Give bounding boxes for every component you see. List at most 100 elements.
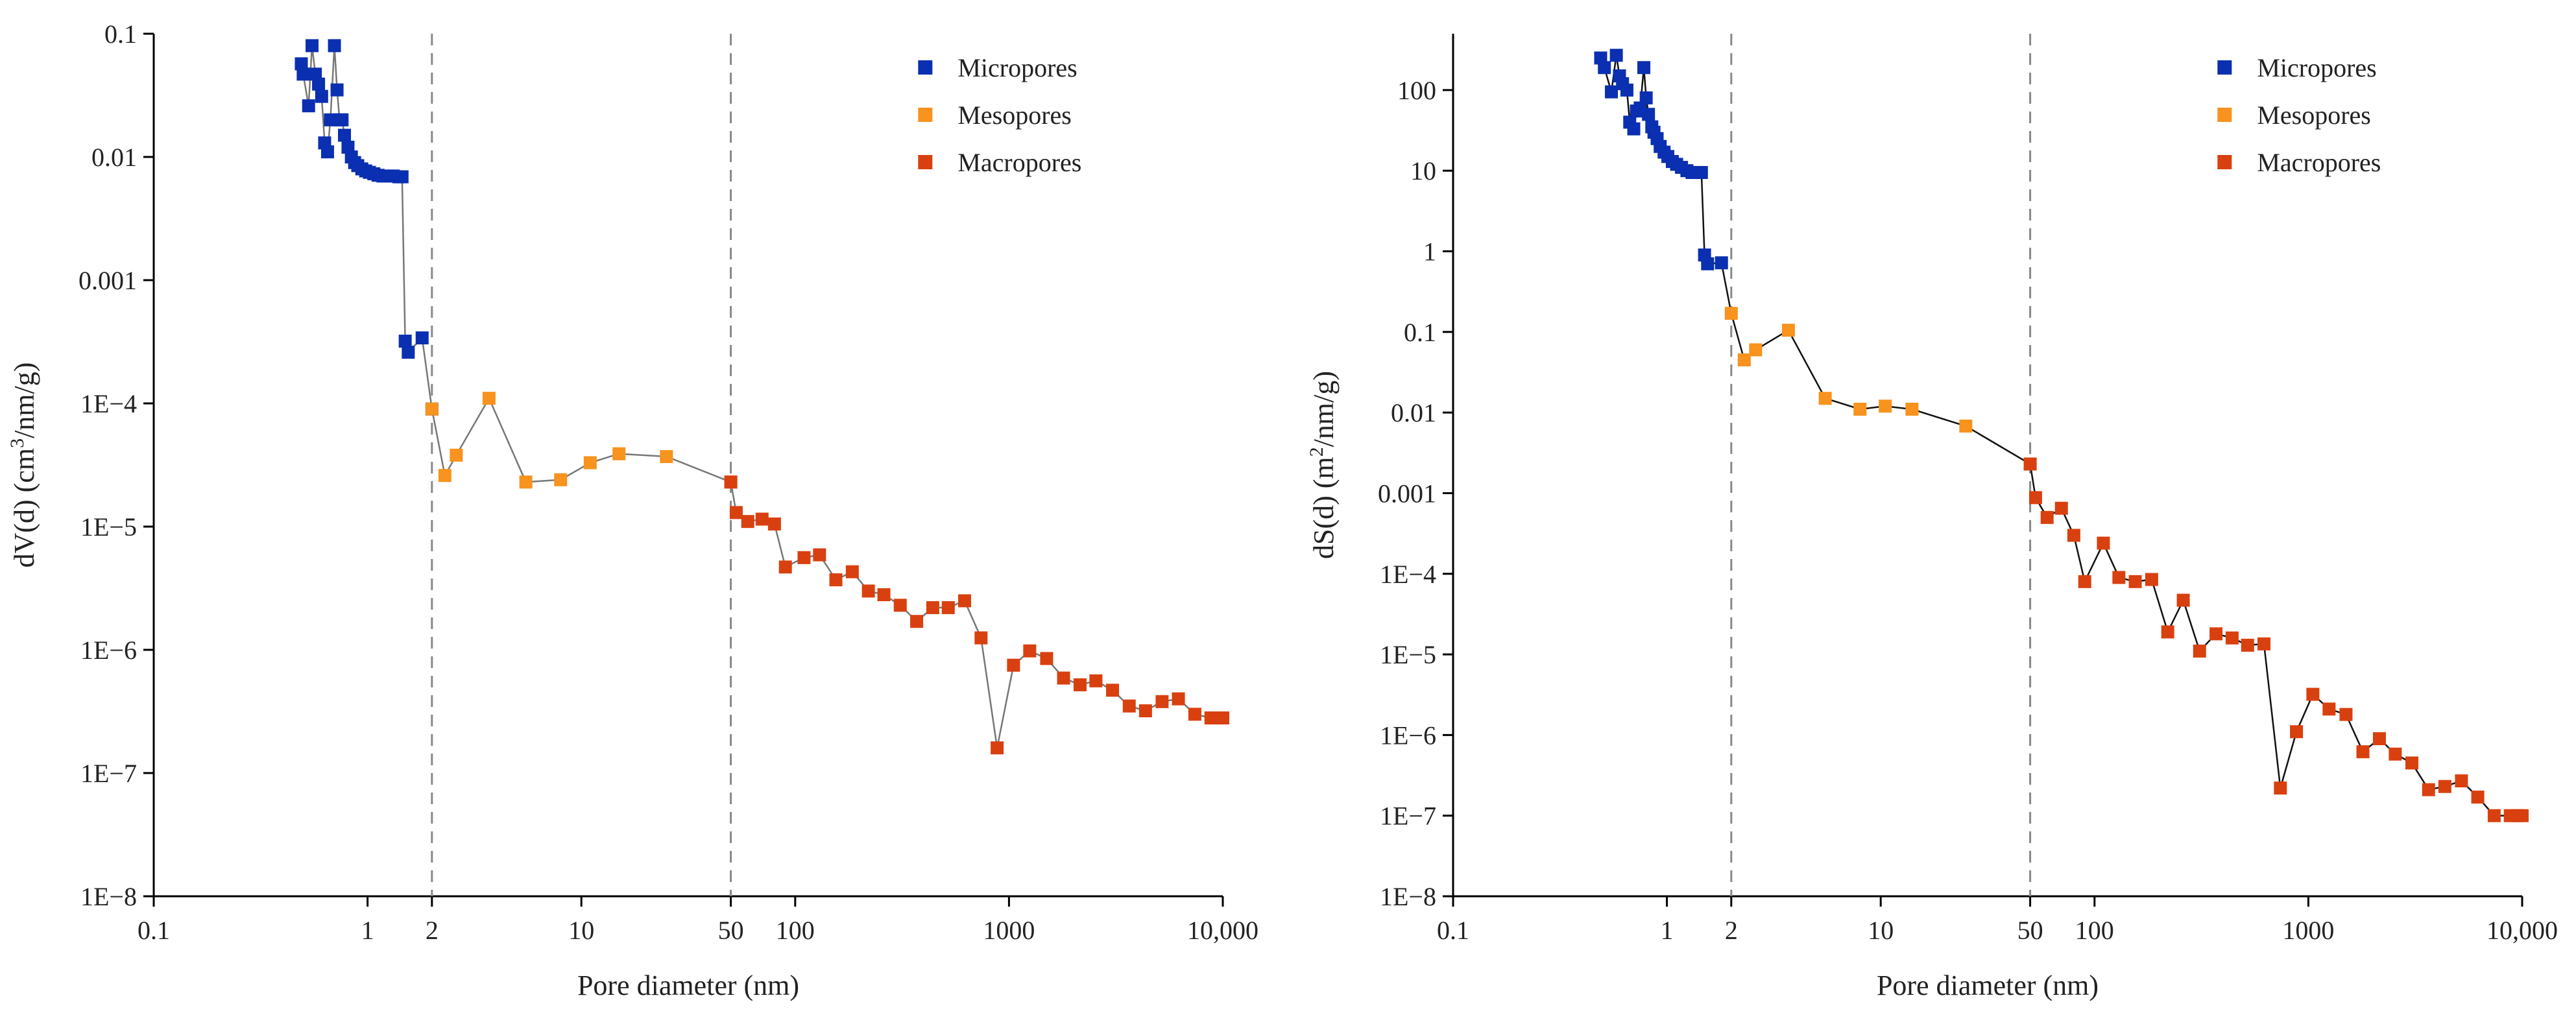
left-micropores-point	[306, 39, 319, 53]
left-micropores-point	[328, 39, 341, 53]
right-y-axis-title-sup: 2	[1306, 447, 1327, 457]
left-micropores-point	[302, 99, 315, 113]
left-macropores-point	[724, 475, 738, 489]
left-y-tick-label: 1E−8	[80, 882, 137, 911]
right-macropores-point	[2438, 780, 2451, 793]
right-macropores-point	[2145, 573, 2158, 586]
right-micropores-point	[1701, 257, 1715, 270]
right-mesopores-point	[1818, 392, 1832, 405]
left-micropores-point	[309, 67, 322, 81]
right-macropores-point	[2516, 809, 2529, 822]
left-y-tick-label: 1E−4	[80, 389, 137, 418]
left-micropores-point	[338, 128, 352, 142]
right-micropores-point	[1642, 108, 1655, 121]
right-x-tick-label: 10	[1868, 916, 1894, 945]
right-x-tick-label: 2	[1725, 916, 1738, 945]
right-macropores-point	[2405, 756, 2419, 770]
left-micropores-point	[341, 140, 355, 154]
left-macropores-point	[778, 560, 792, 574]
right-macropores-point	[2487, 809, 2501, 822]
left-macropores-point	[1023, 644, 1037, 658]
left-x-axis-title: Pore diameter (nm)	[577, 970, 799, 1001]
left-mesopores-point	[660, 450, 673, 464]
left-micropores-point	[402, 346, 415, 359]
left-macropores-point	[861, 584, 875, 598]
left-macropores-point	[910, 615, 924, 628]
left-mesopores-point	[519, 475, 533, 489]
right-legend-marker-macropores	[2217, 155, 2232, 169]
right-y-tick-label: 0.01	[1391, 398, 1436, 427]
left-micropores-point	[320, 145, 334, 159]
left-legend-marker-macropores	[918, 155, 933, 169]
right-legend-label-micropores: Micropores	[2257, 53, 2376, 82]
left-legend-label-macropores: Macropores	[957, 148, 1081, 177]
left-macropores-point	[767, 517, 781, 530]
left-micropores-point	[315, 89, 328, 103]
right-legend-label-mesopores: Mesopores	[2257, 101, 2371, 130]
left-x-tick-label: 1000	[983, 916, 1035, 945]
right-macropores-point	[2339, 708, 2353, 721]
right-micropores-point	[1627, 122, 1641, 136]
right-macropores-point	[2372, 732, 2386, 746]
right-legend-label-macropores: Macropores	[2257, 148, 2381, 177]
left-macropores-point	[1040, 652, 1053, 665]
right-macropores-point	[2078, 575, 2091, 588]
left-macropores-point	[1007, 658, 1020, 672]
right-macropores-point	[2054, 501, 2068, 515]
right-mesopores-point	[1853, 402, 1867, 416]
left-y-axis-title-sup: 3	[6, 438, 28, 448]
right-macropores-point	[2322, 702, 2336, 716]
left-legend-marker-mesopores	[918, 108, 933, 122]
right-y-tick-label: 1E−8	[1380, 882, 1436, 911]
right-macropores-point	[2161, 625, 2174, 639]
right-y-axis-title: dS(d) (m2/nm/g)	[1306, 371, 1340, 559]
right-x-tick-label: 100	[2075, 916, 2114, 945]
right-y-tick-label: 1E−4	[1380, 560, 1436, 589]
right-macropores-point	[2112, 571, 2126, 584]
left-macropores-point	[1057, 671, 1070, 685]
right-y-tick-label: 100	[1397, 76, 1436, 105]
left-y-tick-label: 1E−7	[80, 759, 137, 788]
right-y-tick-label: 1E−7	[1380, 802, 1436, 831]
left-macropores-point	[797, 551, 811, 564]
left-macropores-point	[741, 515, 754, 529]
right-macropores-point	[2455, 774, 2468, 788]
left-macropores-point	[755, 512, 769, 526]
right-mesopores-point	[1724, 307, 1738, 320]
left-x-tick-label: 0.1	[138, 916, 170, 945]
right-y-axis-title-tail: /nm/g)	[1308, 371, 1340, 447]
right-y-tick-label: 1	[1423, 237, 1436, 267]
left-mesopores-point	[425, 402, 439, 416]
left-macropores-point	[845, 565, 859, 578]
left-macropores-point	[1089, 674, 1103, 687]
right-y-tick-label: 0.1	[1404, 318, 1436, 347]
right-macropores-point	[2257, 637, 2270, 650]
right-x-tick-label: 10,000	[2486, 916, 2558, 945]
left-x-tick-label: 2	[426, 916, 439, 945]
left-y-tick-label: 1E−5	[80, 512, 137, 542]
left-mesopores-point	[583, 456, 597, 470]
right-micropores-point	[1639, 91, 1653, 104]
right-y-tick-label: 1E−5	[1380, 640, 1436, 669]
left-macropores-point	[941, 601, 955, 614]
right-micropores-point	[1637, 61, 1651, 75]
right-mesopores-point	[1905, 402, 1919, 416]
left-x-tick-label: 50	[718, 916, 744, 945]
right-macropores-point	[2389, 747, 2402, 761]
left-micropores-point	[335, 113, 349, 126]
left-macropores-point	[1106, 684, 1120, 697]
right-chart-ds: 0.1 1 2 10 50 100 1000 10,000 1E−8 1E−7 1E−6 1E−5 1E…	[1306, 34, 2558, 1001]
left-x-tick-label: 100	[776, 916, 815, 945]
right-macropores-point	[2306, 687, 2320, 701]
right-mesopores-point	[1737, 353, 1751, 366]
right-micropores-point	[1694, 165, 1708, 179]
left-macropores-point	[829, 573, 843, 587]
right-x-tick-label: 50	[2017, 916, 2043, 945]
right-micropores-point	[1605, 85, 1619, 99]
right-y-axis-title-main: dS(d) (m	[1308, 457, 1340, 559]
right-macropores-point	[2028, 491, 2042, 505]
right-macropores-point	[2274, 781, 2287, 795]
left-micropores-point	[296, 67, 310, 81]
right-macropores-point	[2193, 644, 2206, 658]
left-y-tick-label: 0.01	[91, 143, 137, 172]
